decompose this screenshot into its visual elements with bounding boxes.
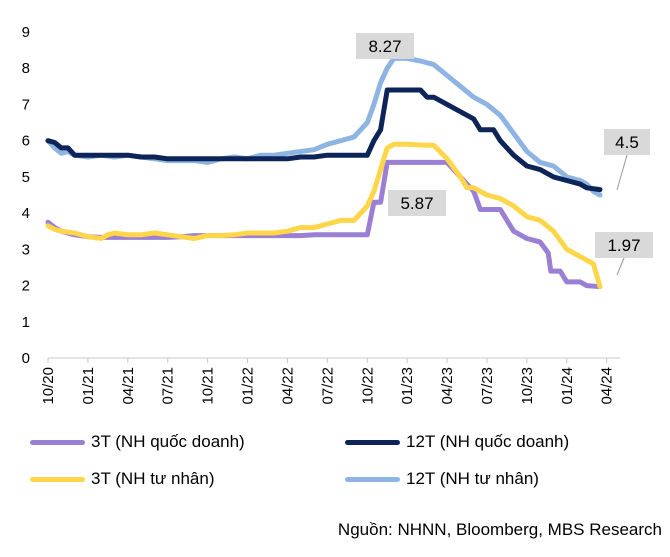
- x-tick-label: 10/23: [519, 367, 536, 405]
- x-tick-label: 04/22: [279, 367, 296, 405]
- x-tick-label: 07/22: [319, 367, 336, 405]
- x-tick-label: 04/24: [599, 367, 616, 405]
- x-tick-label: 10/22: [359, 367, 376, 405]
- x-tick-label: 01/21: [80, 367, 97, 405]
- y-tick-label: 3: [22, 241, 30, 258]
- x-tick-label: 07/23: [479, 367, 496, 405]
- series-line-2: [45, 141, 603, 290]
- x-tick-label: 01/23: [399, 367, 416, 405]
- series-line-3: [45, 55, 603, 198]
- y-tick-label: 5: [22, 169, 30, 186]
- x-tick-label: 04/21: [120, 367, 137, 405]
- annotation-leader: [616, 257, 625, 276]
- y-tick-label: 9: [22, 24, 30, 41]
- series-lines: [45, 55, 603, 290]
- legend-item-3t-private: 3T (NH tư nhân): [30, 469, 215, 489]
- annotation-label: 4.5: [615, 133, 639, 152]
- annotation-box: [595, 232, 653, 258]
- y-tick-label: 2: [22, 278, 30, 295]
- legend-label: 12T (NH quốc doanh): [406, 432, 570, 451]
- annotation-label: 8.27: [368, 37, 401, 56]
- annotation-label: 5.87: [400, 194, 433, 213]
- legend-label: 3T (NH quốc doanh): [91, 432, 245, 451]
- y-tick-label: 8: [22, 60, 30, 77]
- x-tick-label: 10/21: [200, 367, 217, 405]
- y-tick-label: 7: [22, 96, 30, 113]
- legend-swatch: [345, 476, 400, 482]
- legend-item-12t-state: 12T (NH quốc doanh): [345, 432, 569, 452]
- annotation-box: [388, 190, 446, 216]
- x-tick-label: 07/21: [160, 367, 177, 405]
- annotation-box: [356, 33, 414, 59]
- x-axis-ticks: 10/20 01/21 04/21 07/21 10/21 01/22 04/22 07/22…: [40, 358, 616, 405]
- legend-label: 12T (NH tư nhân): [406, 469, 539, 488]
- x-tick-label: 01/22: [240, 367, 257, 405]
- y-tick-label: 1: [22, 314, 30, 331]
- y-tick-label: 0: [22, 350, 30, 367]
- y-tick-label: 4: [22, 205, 30, 222]
- legend-item-3t-state: 3T (NH quốc doanh): [30, 432, 245, 452]
- data-annotations: 8.27 5.87 4.5 1.97: [356, 33, 653, 276]
- annotation-leader: [616, 154, 628, 191]
- legend-label: 3T (NH tư nhân): [91, 469, 215, 488]
- y-axis-ticks: 0 1 2 3 4 5 6 7 8 9: [22, 24, 30, 367]
- legend-swatch: [345, 439, 400, 445]
- legend-swatch: [30, 476, 85, 482]
- x-tick-label: 01/24: [559, 367, 576, 405]
- x-tick-label: 04/23: [439, 367, 456, 405]
- x-tick-label: 10/20: [40, 367, 57, 405]
- source-note: Nguồn: NHNN, Bloomberg, MBS Research: [337, 520, 662, 539]
- series-line-1: [45, 87, 603, 193]
- legend-swatch: [30, 439, 85, 445]
- series-line-0: [45, 159, 603, 290]
- y-tick-label: 6: [22, 133, 30, 150]
- annotation-box: [604, 129, 650, 155]
- legend-item-12t-private: 12T (NH tư nhân): [345, 469, 539, 489]
- annotation-label: 1.97: [607, 236, 640, 255]
